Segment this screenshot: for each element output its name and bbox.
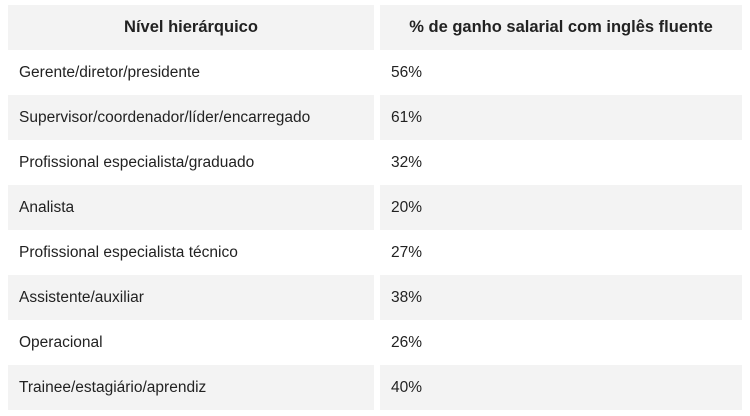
header-gain: % de ganho salarial com inglês fluente [409, 18, 713, 36]
table-row: Gerente/diretor/presidente 56% [8, 50, 742, 95]
level-cell: Trainee/estagiário/aprendiz [19, 378, 207, 396]
table-row: Analista 20% [8, 185, 742, 230]
table-row: Profissional especialista técnico 27% [8, 230, 742, 275]
gain-cell: 56% [391, 63, 423, 81]
column-separator [374, 275, 380, 320]
gain-cell: 38% [391, 288, 423, 306]
level-cell: Supervisor/coordenador/líder/encarregado [19, 108, 311, 126]
gain-cell: 27% [391, 243, 423, 261]
table-row: Profissional especialista/graduado 32% [8, 140, 742, 185]
gain-cell: 40% [391, 378, 423, 396]
column-separator [374, 365, 380, 410]
column-separator [374, 95, 380, 140]
level-cell: Operacional [19, 333, 103, 351]
table-row: Operacional 26% [8, 320, 742, 365]
column-separator [374, 185, 380, 230]
gain-cell: 26% [391, 333, 423, 351]
header-level: Nível hierárquico [124, 18, 258, 36]
level-cell: Analista [19, 198, 75, 216]
column-separator [374, 5, 380, 50]
gain-cell: 32% [391, 153, 423, 171]
column-separator [374, 320, 380, 365]
level-cell: Gerente/diretor/presidente [19, 63, 200, 81]
level-cell: Profissional especialista técnico [19, 243, 238, 261]
level-cell: Assistente/auxiliar [19, 288, 144, 306]
gain-cell: 20% [391, 198, 423, 216]
column-separator [374, 230, 380, 275]
column-separator [374, 140, 380, 185]
column-separator [374, 50, 380, 95]
gain-cell: 61% [391, 108, 423, 126]
table-header-row: Nível hierárquico % de ganho salarial co… [8, 5, 742, 50]
table-row: Trainee/estagiário/aprendiz 40% [8, 365, 742, 410]
level-cell: Profissional especialista/graduado [19, 153, 255, 171]
table-row: Assistente/auxiliar 38% [8, 275, 742, 320]
table-row: Supervisor/coordenador/líder/encarregado… [8, 95, 742, 140]
salary-gain-table: Nível hierárquico % de ganho salarial co… [8, 5, 742, 410]
